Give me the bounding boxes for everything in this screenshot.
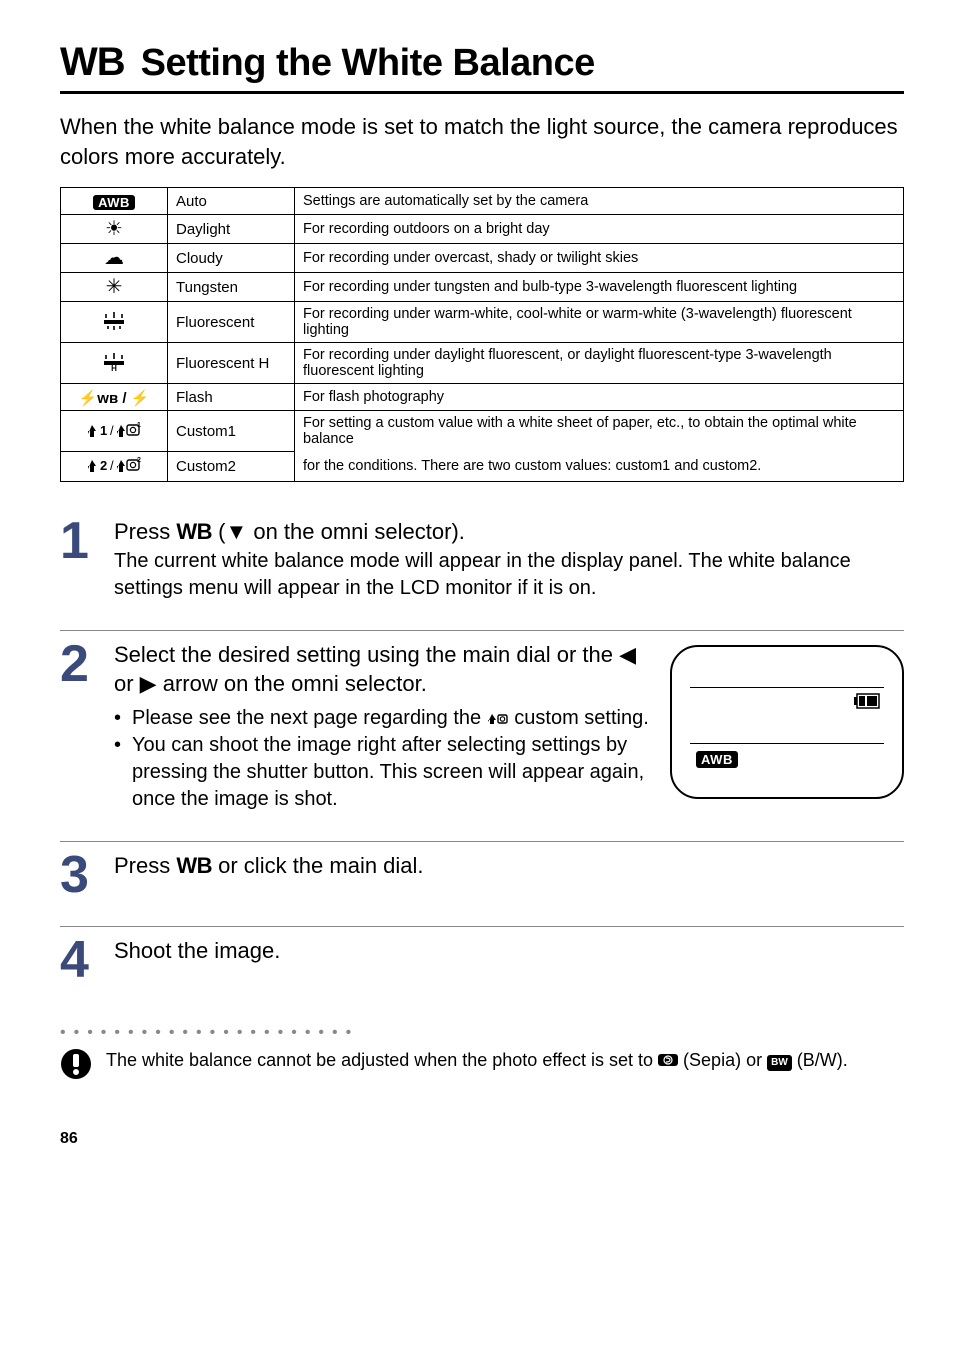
wb-mode-description: For recording outdoors on a bright day xyxy=(295,215,904,244)
table-row: AWBAutoSettings are automatically set by… xyxy=(61,188,904,215)
wb-mode-label: Flash xyxy=(168,384,295,411)
wb-mode-label: Tungsten xyxy=(168,273,295,302)
table-row: FluorescentFor recording under warm-whit… xyxy=(61,302,904,343)
wb-mode-label: Auto xyxy=(168,188,295,215)
wb-mode-icon: ⚡ᴡʙ / ⚡ xyxy=(61,384,168,411)
wb-mode-icon xyxy=(61,302,168,343)
table-row: H Fluorescent HFor recording under daylig… xyxy=(61,343,904,384)
wb-mode-description: For recording under daylight fluorescent… xyxy=(295,343,904,384)
step-2-bullet-1: Please see the next page regarding the c… xyxy=(114,705,650,732)
svg-text:2: 2 xyxy=(100,458,107,473)
step-4-heading: Shoot the image. xyxy=(114,937,904,966)
bw-effect-icon: BW xyxy=(767,1055,792,1071)
text: (▼ on the omni selector). xyxy=(212,519,465,544)
step-2-bullet-2: You can shoot the image right after sele… xyxy=(114,732,650,813)
svg-text:H: H xyxy=(111,364,117,371)
step-2: 2 Select the desired setting using the m… xyxy=(60,630,904,812)
text: (B/W). xyxy=(792,1050,848,1070)
wb-mode-description: For flash photography xyxy=(295,384,904,411)
text: Press xyxy=(114,853,176,878)
table-row: ✳TungstenFor recording under tungsten an… xyxy=(61,273,904,302)
wb-mode-description: For recording under overcast, shady or t… xyxy=(295,244,904,273)
separator-dots: •••••••••••••••••••••• xyxy=(60,1024,904,1042)
text: or click the main dial. xyxy=(212,853,424,878)
custom-icon xyxy=(487,711,509,725)
white-balance-table: AWBAutoSettings are automatically set by… xyxy=(60,187,904,482)
battery-icon xyxy=(854,693,884,714)
intro-paragraph: When the white balance mode is set to ma… xyxy=(60,112,904,171)
wb-mode-icon: H xyxy=(61,343,168,384)
step-1-body: The current white balance mode will appe… xyxy=(114,548,904,602)
sepia-effect-icon xyxy=(658,1054,678,1066)
lcd-display-diagram: AWB xyxy=(670,645,904,799)
lcd-awb-indicator: AWB xyxy=(696,751,738,769)
svg-text:/: / xyxy=(110,423,114,438)
caution-icon xyxy=(60,1048,92,1080)
wb-mode-label: Custom1 xyxy=(168,411,295,452)
caution-text: The white balance cannot be adjusted whe… xyxy=(106,1048,848,1072)
table-row: 1/1Custom1For setting a custom value wit… xyxy=(61,411,904,452)
step-2-heading: Select the desired setting using the mai… xyxy=(114,641,650,698)
awb-badge: AWB xyxy=(696,751,738,768)
wb-mode-description: for the conditions. There are two custom… xyxy=(295,451,904,481)
title-text: Setting the White Balance xyxy=(141,42,595,85)
wb-mode-description: For recording under warm-white, cool-whi… xyxy=(295,302,904,343)
wb-mode-icon: 2/2 xyxy=(61,451,168,481)
step-1: 1 Press WB (▼ on the omni selector). The… xyxy=(60,508,904,603)
wb-mode-icon: ☁ xyxy=(61,244,168,273)
svg-text:1: 1 xyxy=(137,422,141,429)
text: The white balance cannot be adjusted whe… xyxy=(106,1050,658,1070)
page-number: 86 xyxy=(60,1130,904,1148)
wb-label: WB xyxy=(176,519,212,544)
table-row: ☁CloudyFor recording under overcast, sha… xyxy=(61,244,904,273)
step-4: 4 Shoot the image. xyxy=(60,926,904,984)
wb-mode-label: Fluorescent xyxy=(168,302,295,343)
wb-mode-description: For setting a custom value with a white … xyxy=(295,411,904,452)
wb-mode-description: Settings are automatically set by the ca… xyxy=(295,188,904,215)
text: Please see the next page regarding the xyxy=(132,707,487,729)
table-row: ⚡ᴡʙ / ⚡FlashFor flash photography xyxy=(61,384,904,411)
svg-text:/: / xyxy=(110,458,114,473)
wb-mode-description: For recording under tungsten and bulb-ty… xyxy=(295,273,904,302)
step-number: 1 xyxy=(60,518,100,565)
wb-mode-icon: ☀ xyxy=(61,215,168,244)
wb-mode-icon: ✳ xyxy=(61,273,168,302)
svg-text:1: 1 xyxy=(100,423,107,438)
table-row: 2/2Custom2for the conditions. There are … xyxy=(61,451,904,481)
wb-mode-icon: AWB xyxy=(61,188,168,215)
step-number: 2 xyxy=(60,641,100,688)
page-title: WB Setting the White Balance xyxy=(60,40,904,94)
title-prefix: WB xyxy=(60,40,125,85)
step-3: 3 Press WB or click the main dial. xyxy=(60,841,904,899)
wb-mode-label: Daylight xyxy=(168,215,295,244)
text: (Sepia) or xyxy=(678,1050,767,1070)
svg-text:2: 2 xyxy=(137,457,141,464)
step-number: 3 xyxy=(60,852,100,899)
text: Press xyxy=(114,519,176,544)
table-row: ☀DaylightFor recording outdoors on a bri… xyxy=(61,215,904,244)
text: custom setting. xyxy=(509,707,649,729)
wb-mode-label: Cloudy xyxy=(168,244,295,273)
step-number: 4 xyxy=(60,937,100,984)
caution-note: The white balance cannot be adjusted whe… xyxy=(60,1048,904,1080)
wb-mode-label: Custom2 xyxy=(168,451,295,481)
step-1-heading: Press WB (▼ on the omni selector). xyxy=(114,518,904,547)
wb-mode-label: Fluorescent H xyxy=(168,343,295,384)
wb-mode-icon: 1/1 xyxy=(61,411,168,452)
wb-label: WB xyxy=(176,853,212,878)
step-3-heading: Press WB or click the main dial. xyxy=(114,852,904,881)
